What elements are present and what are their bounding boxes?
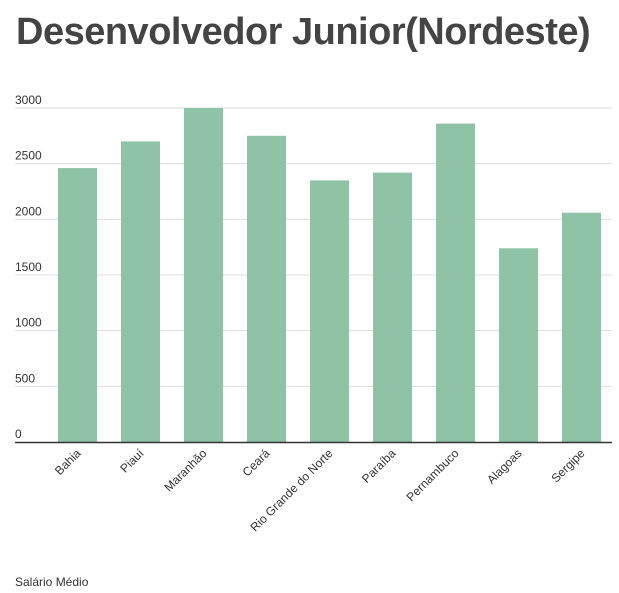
bar-pernambuco (436, 123, 475, 442)
bar-rio-grande-do-norte (310, 180, 349, 442)
bar-paraíba (373, 172, 412, 442)
y-axis-ticks: 0 500 1000 1500 2000 2500 3000 (15, 93, 42, 441)
x-tick-label: Piauí (117, 446, 147, 476)
bar-alagoas (499, 248, 538, 442)
x-tick-label: Maranhão (162, 446, 210, 494)
x-tick-label: Bahia (52, 446, 84, 478)
series-legend-label: Salário Médio (15, 575, 89, 589)
chart-title: Desenvolvedor Junior(Nordeste) (16, 11, 591, 53)
x-tick-label: Sergipe (548, 446, 587, 485)
bar-bahia (58, 168, 97, 442)
y-tick-label: 2500 (15, 149, 42, 163)
x-tick-label: Pernambuco (404, 446, 462, 504)
y-tick-label: 2000 (15, 204, 42, 218)
bars (58, 108, 601, 443)
y-tick-label: 1500 (15, 260, 42, 274)
y-tick-label: 0 (15, 427, 22, 441)
bar-maranhão (184, 108, 223, 442)
bar-ceará (247, 135, 286, 443)
x-tick-label: Paraíba (359, 446, 399, 486)
x-tick-label: Alagoas (484, 446, 525, 487)
bar-piauí (121, 141, 160, 442)
y-tick-label: 1000 (15, 316, 42, 330)
y-tick-label: 500 (15, 371, 35, 385)
y-tick-label: 3000 (15, 93, 42, 107)
bar-sergipe (562, 212, 601, 442)
x-tick-label: Ceará (240, 446, 273, 479)
